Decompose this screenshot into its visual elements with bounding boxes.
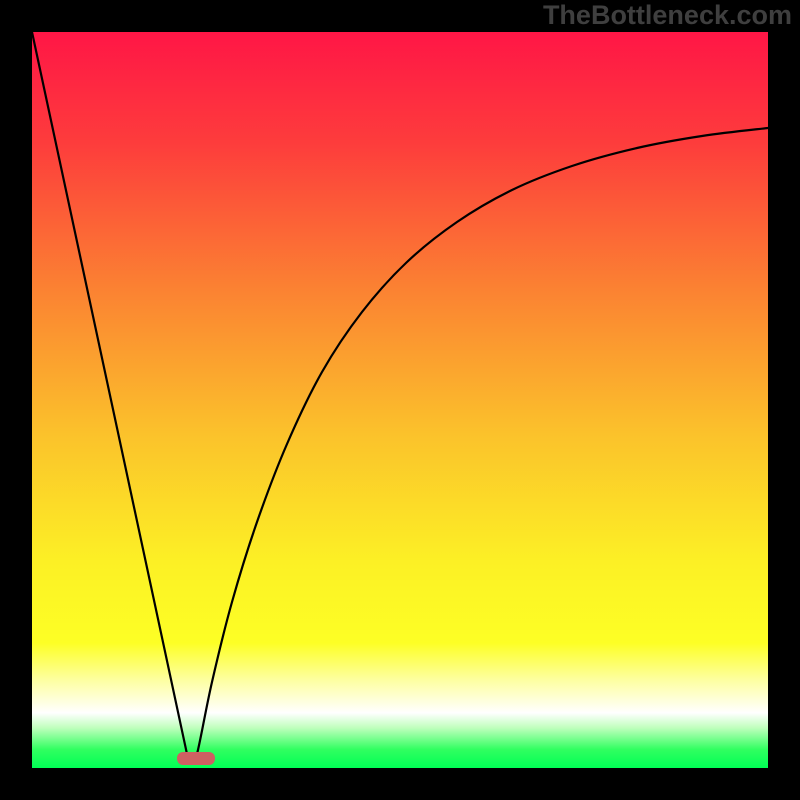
bottleneck-curve	[32, 32, 768, 761]
chart-frame: TheBottleneck.com	[0, 0, 800, 800]
curve-layer	[32, 32, 768, 768]
watermark-text: TheBottleneck.com	[543, 0, 792, 31]
minimum-marker	[177, 752, 215, 765]
plot-area	[32, 32, 768, 768]
